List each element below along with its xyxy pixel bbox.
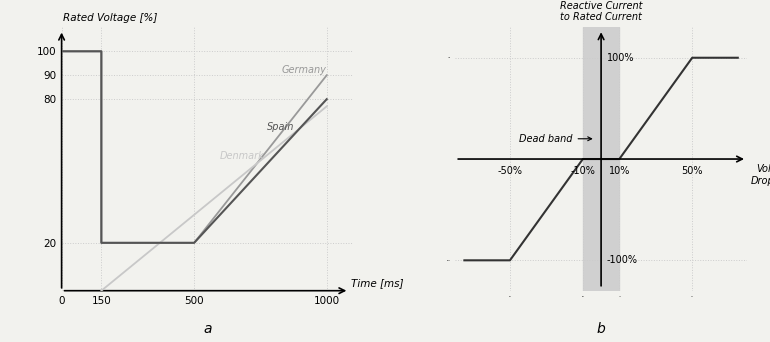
Text: -50%: -50% xyxy=(497,166,523,176)
Text: Dead band: Dead band xyxy=(519,134,591,144)
Text: Time [ms]: Time [ms] xyxy=(350,278,403,288)
Text: Rated Voltage [%]: Rated Voltage [%] xyxy=(63,13,157,23)
Bar xyxy=(583,27,619,291)
Text: -10%: -10% xyxy=(571,166,595,176)
Text: 10%: 10% xyxy=(608,166,630,176)
Text: Voltage
Drop/Rise: Voltage Drop/Rise xyxy=(751,164,770,186)
Text: a: a xyxy=(203,322,212,336)
Text: Germany: Germany xyxy=(282,65,326,75)
Text: Denmark: Denmark xyxy=(219,151,264,161)
Text: -100%: -100% xyxy=(607,255,638,265)
Text: Spain: Spain xyxy=(267,122,294,132)
Text: 100%: 100% xyxy=(607,53,634,63)
Text: 50%: 50% xyxy=(681,166,703,176)
Text: b: b xyxy=(597,322,605,336)
Text: Reactive Current
to Rated Current: Reactive Current to Rated Current xyxy=(560,1,642,22)
